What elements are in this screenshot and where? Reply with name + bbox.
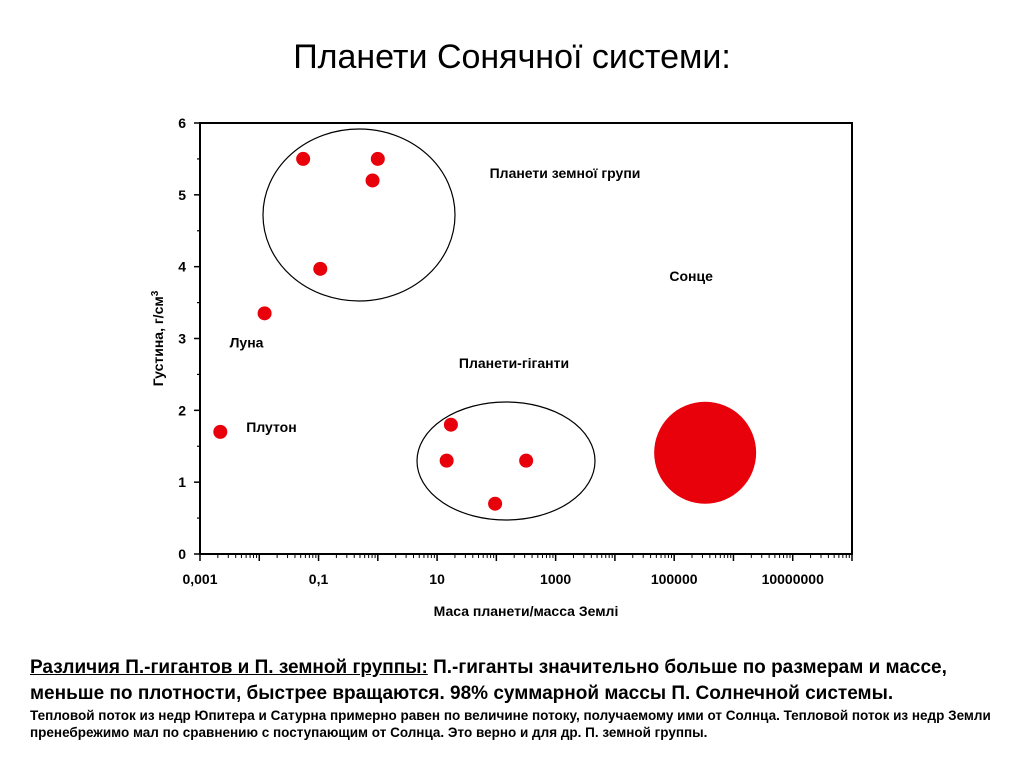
x-tick-label: 0,1 — [309, 571, 329, 587]
y-tick-label: 5 — [178, 187, 186, 203]
point-label: Плутон — [246, 419, 296, 435]
planet-point — [370, 151, 385, 166]
scatter-chart: 0 1 2 3 4 5 6 0,001 0,1 10 1000 100000 10000000 Маса … — [150, 115, 853, 619]
caption-note: Тепловой поток из недр Юпитера и Сатурна… — [30, 708, 991, 740]
planet-point — [519, 453, 534, 468]
planet-point — [439, 453, 454, 468]
x-axis-title: Маса планети/масса Землі — [434, 603, 619, 619]
sun-point — [654, 401, 757, 504]
group-annotation: Планети земної групи — [490, 165, 641, 181]
planet-point — [296, 151, 311, 166]
y-tick-label: 0 — [178, 546, 186, 562]
planet-point — [365, 173, 380, 188]
planet-point — [257, 306, 272, 321]
x-tick-label: 100000 — [651, 571, 698, 587]
slide-title: Планети Сонячної системи: — [293, 38, 731, 76]
y-tick-label: 6 — [178, 115, 186, 131]
y-tick-label: 2 — [178, 402, 186, 418]
planet-point — [213, 424, 228, 439]
slide-caption: Различия П.-гигантов и П. земной группы:… — [30, 655, 1005, 741]
planet-point — [313, 261, 328, 276]
x-tick-label: 0,001 — [182, 571, 217, 587]
caption-main: П.-гиганты значительно больше по размера… — [30, 657, 947, 704]
terrestrial-group-ellipse — [262, 128, 456, 302]
caption-lead: Различия П.-гигантов и П. земной группы: — [30, 657, 428, 678]
planet-point — [443, 417, 458, 432]
x-tick-label: 10000000 — [762, 571, 825, 587]
x-tick-label: 1000 — [540, 571, 571, 587]
y-tick-label: 3 — [178, 331, 186, 347]
y-tick-label: 4 — [178, 259, 186, 275]
y-axis-title: Густина, г/см3 — [150, 290, 167, 386]
point-label: Сонце — [669, 268, 713, 284]
planet-point — [488, 496, 503, 511]
group-annotation: Планети-гіганти — [459, 355, 569, 371]
x-tick-label: 10 — [429, 571, 445, 587]
giants-group-ellipse — [416, 401, 596, 521]
y-tick-label: 1 — [178, 474, 186, 490]
point-label: Луна — [230, 334, 264, 350]
plot-frame — [199, 122, 853, 555]
